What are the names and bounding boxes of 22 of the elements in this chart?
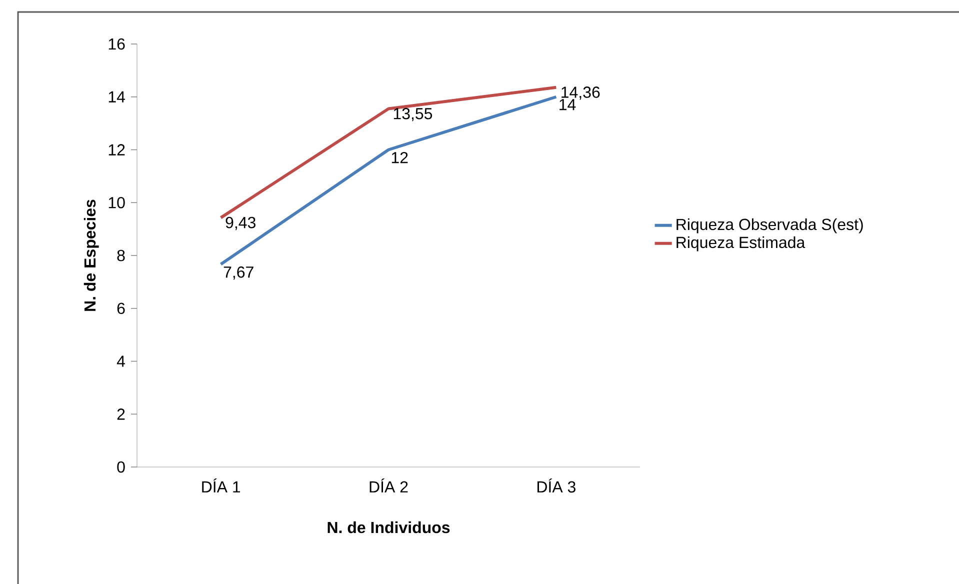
data-label: 14	[560, 99, 576, 110]
y-tick-label: 0	[117, 461, 125, 473]
y-tick-label: 6	[117, 302, 125, 314]
data-label: 14,36	[562, 86, 600, 100]
y-tick-label: 10	[108, 196, 125, 208]
legend-label: Riqueza Estimada	[676, 236, 806, 252]
y-tick-label: 12	[108, 144, 125, 156]
y-tick-label: 4	[116, 356, 125, 367]
y-axis-title: N. de Especies	[84, 200, 99, 311]
y-tick-label: 14	[108, 91, 125, 102]
y-tick-label: 8	[117, 250, 125, 262]
data-label: 9,43	[226, 216, 256, 230]
y-tick-label: 2	[117, 408, 125, 420]
data-label: 13,55	[394, 108, 432, 122]
x-tick-label: DÍA 2	[370, 478, 408, 492]
data-label: 7,67	[224, 266, 254, 280]
legend-label: Riqueza Observada S(est)	[676, 218, 863, 234]
x-axis-title: N. de Individuos	[328, 521, 450, 534]
y-tick-label: 16	[108, 38, 125, 50]
data-label: 12	[392, 152, 408, 164]
x-tick-label: DÍA 1	[202, 478, 240, 492]
x-tick-label: DÍA 3	[537, 478, 576, 493]
